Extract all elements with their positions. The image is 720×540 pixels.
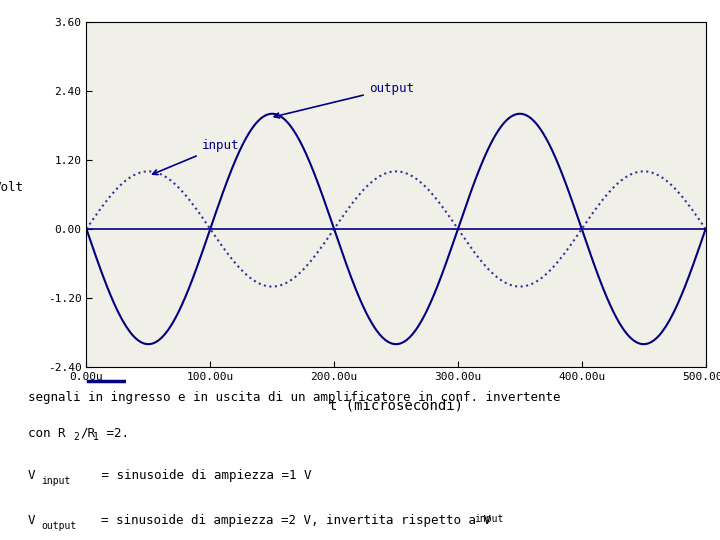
Text: /R: /R xyxy=(81,427,96,440)
Text: segnali in ingresso e in uscita di un amplificatore in conf. invertente: segnali in ingresso e in uscita di un am… xyxy=(28,391,560,404)
Text: 1: 1 xyxy=(93,432,99,442)
Text: input: input xyxy=(153,139,239,174)
Y-axis label: Volt: Volt xyxy=(0,181,24,194)
Text: 2: 2 xyxy=(73,432,78,442)
Text: = sinusoide di ampiezza =1 V: = sinusoide di ampiezza =1 V xyxy=(79,469,312,482)
Text: V: V xyxy=(28,469,35,482)
Text: input: input xyxy=(41,476,71,486)
Text: output: output xyxy=(274,82,414,118)
Text: =2.: =2. xyxy=(99,427,129,440)
Text: con R: con R xyxy=(28,427,66,440)
Text: output: output xyxy=(41,522,76,531)
Text: input: input xyxy=(474,514,503,524)
Text: V: V xyxy=(28,514,35,527)
X-axis label: t (microsecondi): t (microsecondi) xyxy=(329,399,463,413)
Polygon shape xyxy=(648,475,689,524)
Text: = sinusoide di ampiezza =2 V, invertita rispetto a V: = sinusoide di ampiezza =2 V, invertita … xyxy=(86,514,491,527)
